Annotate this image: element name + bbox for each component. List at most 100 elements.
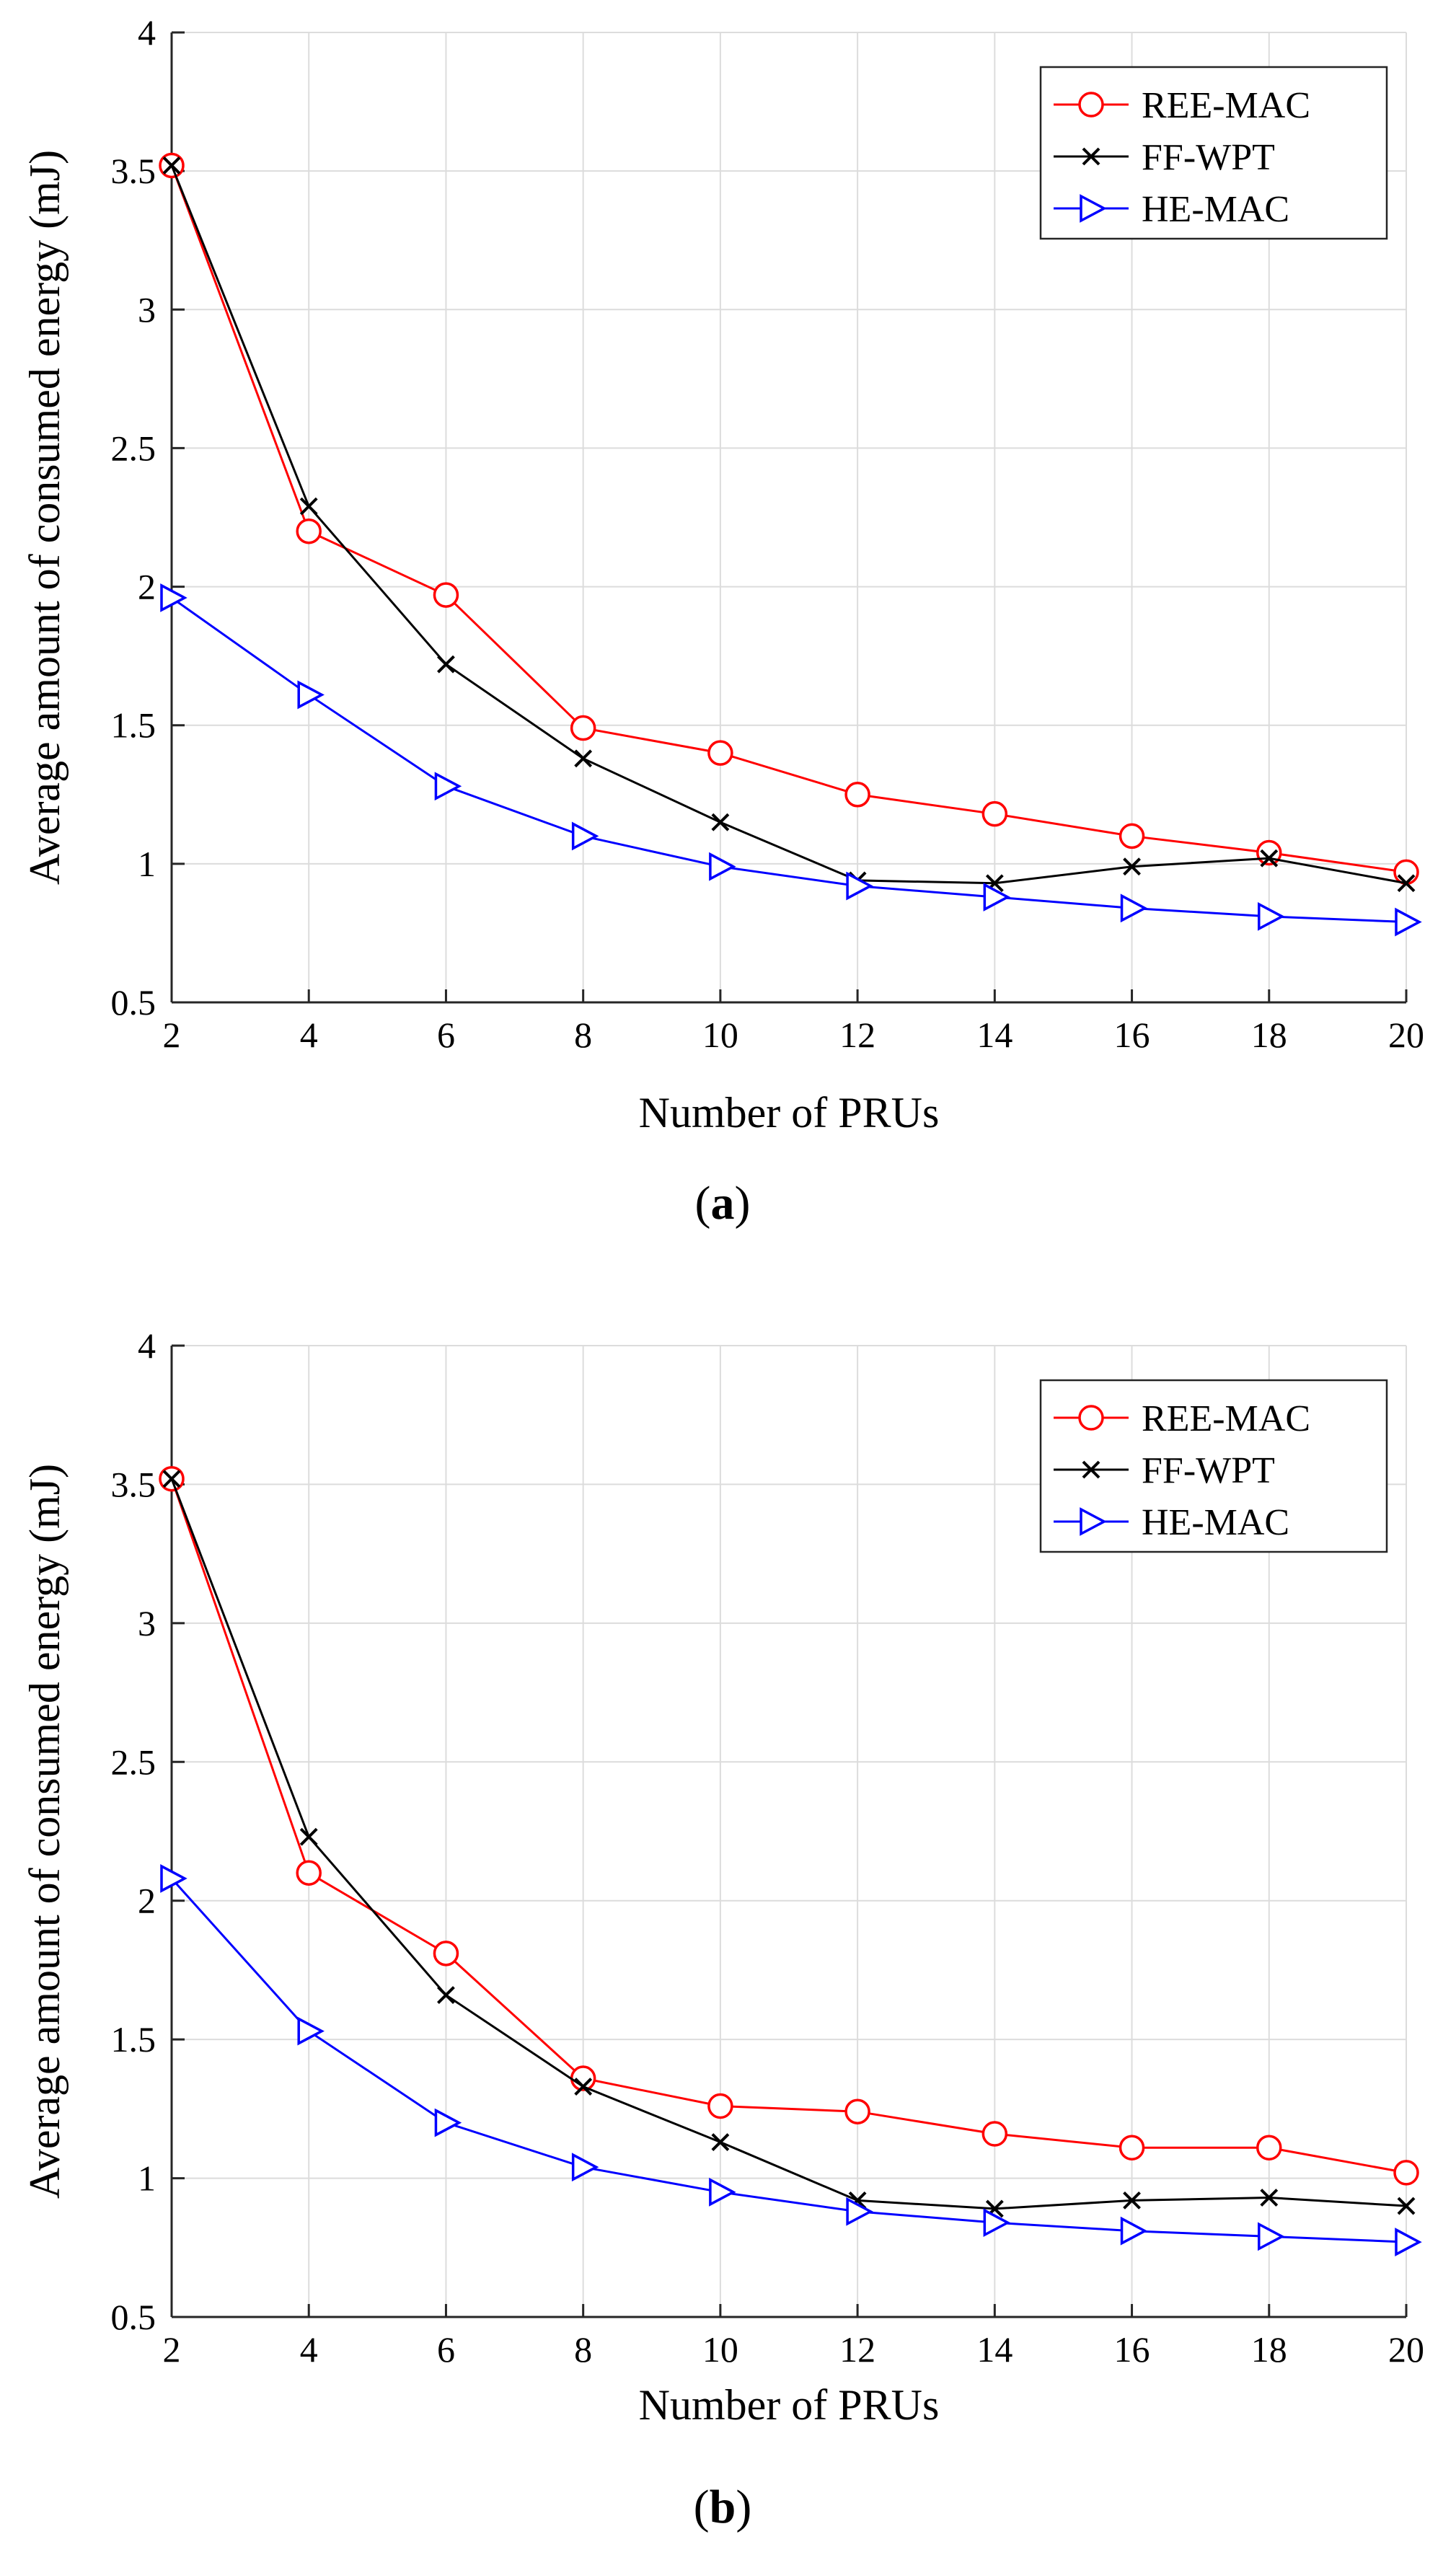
- y-tick-label: 2.5: [111, 428, 156, 468]
- x-tick-label: 12: [839, 2329, 875, 2370]
- legend-label: HE-MAC: [1142, 189, 1289, 230]
- legend-marker: [1078, 92, 1104, 118]
- data-point: [297, 680, 325, 710]
- y-tick-label: 1: [138, 2158, 156, 2199]
- legend: REE-MAC FF-WPT HE-MAC: [1039, 1379, 1388, 1553]
- data-point: [434, 2108, 462, 2137]
- y-tick-label: 3: [138, 289, 156, 330]
- x-tick-label: 20: [1388, 2329, 1424, 2370]
- data-point: [844, 782, 870, 808]
- data-point: [437, 1986, 455, 2004]
- data-point: [1397, 2197, 1416, 2215]
- series-line: [170, 1478, 1407, 2210]
- legend-entry: REE-MAC: [1054, 85, 1310, 126]
- data-point: [1123, 857, 1141, 876]
- data-point: [437, 655, 455, 674]
- data-point: [571, 821, 599, 851]
- data-point: [707, 2093, 733, 2119]
- data-point: [1256, 2135, 1282, 2160]
- x-tick-label: 2: [163, 2329, 181, 2370]
- data-point: [296, 518, 322, 544]
- x-tick-label: 8: [574, 2329, 592, 2370]
- legend-marker: [1080, 194, 1107, 223]
- y-tick-label: 0.5: [111, 982, 156, 1023]
- x-tick-label: 18: [1251, 2329, 1287, 2370]
- data-point: [707, 740, 733, 766]
- series-he-mac: [160, 1864, 1422, 2256]
- data-point: [160, 1864, 187, 1893]
- data-point: [299, 1827, 318, 1846]
- y-tick-label: 0.5: [111, 2297, 156, 2337]
- x-tick-label: 8: [574, 1015, 592, 1055]
- legend-label: FF-WPT: [1142, 137, 1275, 178]
- data-point: [162, 156, 181, 175]
- figure-caption: (b): [694, 2481, 752, 2533]
- series-line: [171, 596, 1407, 924]
- data-point: [846, 2197, 873, 2226]
- data-point: [1123, 2191, 1141, 2210]
- x-tick-label: 12: [839, 1015, 875, 1055]
- data-point: [1119, 2135, 1145, 2160]
- data-point: [1395, 2228, 1422, 2256]
- legend-label: REE-MAC: [1142, 1398, 1310, 1439]
- data-point: [1120, 893, 1148, 923]
- x-axis-label: Number of PRUs: [639, 2381, 940, 2429]
- data-point: [434, 772, 462, 801]
- legend-entry: REE-MAC: [1054, 1398, 1310, 1439]
- y-tick-label: 4: [138, 1325, 156, 1366]
- x-tick-label: 6: [437, 1015, 455, 1055]
- legend-marker: [1082, 147, 1100, 166]
- data-point: [433, 582, 459, 608]
- legend-label: HE-MAC: [1142, 1502, 1289, 1543]
- legend-marker: [1082, 1460, 1100, 1479]
- series-line: [170, 164, 1407, 885]
- legend-entry: HE-MAC: [1054, 189, 1289, 230]
- legend-label: FF-WPT: [1142, 1450, 1275, 1491]
- data-point: [162, 1470, 181, 1488]
- x-tick-label: 10: [702, 1015, 738, 1055]
- y-tick-label: 2.5: [111, 1742, 156, 1782]
- chart-panel-a: 2 4 6 8 10 12 14 16 18 20 0.5 1 1.5 2 2.5 3 3.5 4 Number o…: [21, 12, 1424, 1230]
- y-axis-label: Average amount of consumed energy (mJ): [21, 150, 69, 885]
- series-line: [170, 164, 1407, 873]
- x-axis-label: Number of PRUs: [639, 1089, 940, 1136]
- data-point: [981, 2121, 1008, 2147]
- y-tick-label: 4: [138, 12, 156, 53]
- legend-marker: [1080, 1507, 1107, 1536]
- y-tick-label: 2: [138, 567, 156, 607]
- data-point: [574, 2078, 593, 2096]
- data-point: [1397, 874, 1416, 893]
- x-tick-label: 20: [1388, 1015, 1424, 1055]
- data-point: [709, 852, 736, 881]
- series-line: [170, 1478, 1407, 2174]
- data-point: [296, 1860, 322, 1886]
- data-point: [1258, 2222, 1285, 2251]
- data-point: [297, 2016, 325, 2046]
- data-point: [844, 2098, 870, 2124]
- data-point: [711, 813, 730, 831]
- legend: REE-MAC FF-WPT HE-MAC: [1039, 66, 1388, 240]
- data-point: [571, 2153, 599, 2182]
- legend-entry: FF-WPT: [1054, 1450, 1275, 1491]
- data-point: [709, 2177, 736, 2207]
- data-point: [1260, 849, 1279, 868]
- data-point: [433, 1941, 459, 1967]
- chart-panel-b: 2 4 6 8 10 12 14 16 18 20 0.5 1 1.5 2 2.5 3 3.5 4 Number o…: [21, 1325, 1424, 2533]
- data-point: [299, 497, 318, 516]
- figure-caption: (a): [695, 1177, 751, 1230]
- data-point: [1119, 823, 1145, 849]
- x-tick-label: 4: [300, 2329, 318, 2370]
- legend-marker: [1078, 1405, 1104, 1431]
- data-point: [160, 583, 187, 612]
- data-point: [981, 800, 1008, 827]
- data-point: [1393, 2160, 1419, 2186]
- x-tick-label: 16: [1114, 1015, 1150, 1055]
- data-point: [1120, 2216, 1148, 2246]
- x-tick-label: 16: [1114, 2329, 1150, 2370]
- data-point: [570, 715, 596, 741]
- data-point: [983, 883, 1011, 912]
- legend-entry: HE-MAC: [1054, 1502, 1289, 1543]
- x-tick-label: 2: [163, 1015, 181, 1055]
- x-tick-label: 4: [300, 1015, 318, 1055]
